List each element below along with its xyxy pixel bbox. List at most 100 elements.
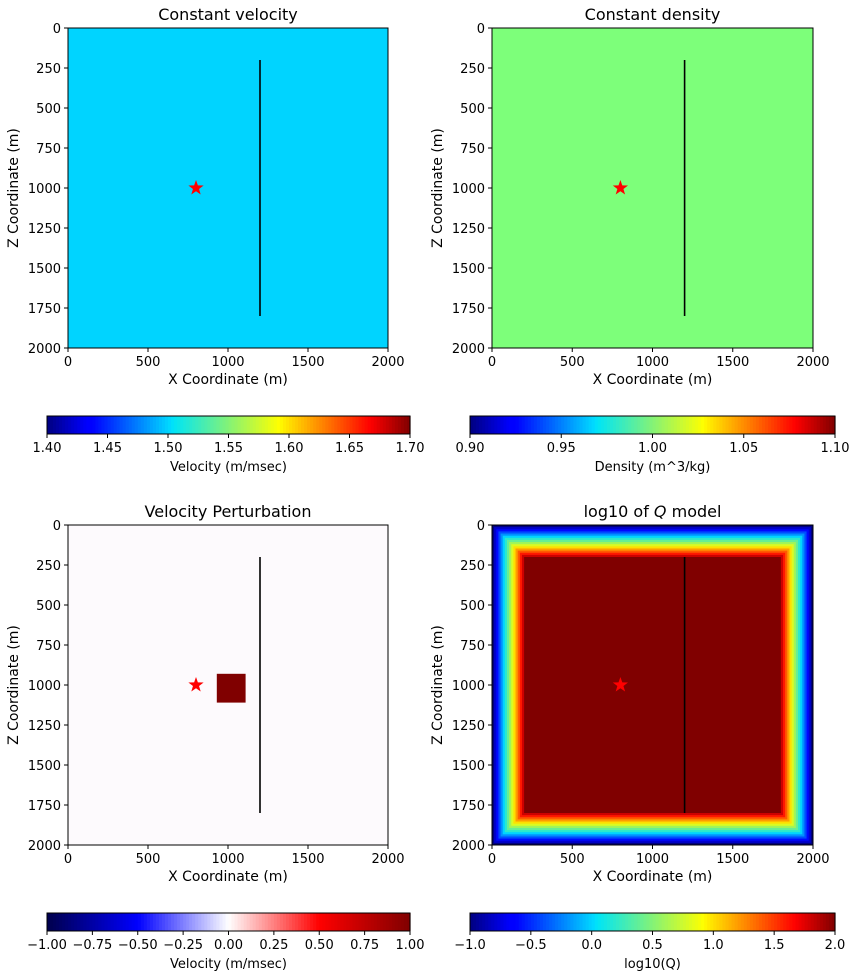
colorbar-swatch [558, 913, 562, 931]
colorbar-swatch [786, 416, 790, 434]
x-tick-label: 1500 [716, 852, 749, 867]
colorbar-swatch [322, 416, 326, 434]
colorbar-swatch [576, 913, 581, 931]
colorbar-swatch [301, 416, 305, 434]
colorbar-swatch [225, 416, 230, 434]
colorbar-swatch [107, 416, 112, 434]
colorbar-swatch [631, 416, 635, 434]
colorbar-swatch [716, 913, 721, 931]
colorbar-swatch [361, 913, 366, 931]
colorbar-swatch [104, 416, 109, 434]
colorbar-swatch [400, 913, 405, 931]
colorbar-swatch [276, 913, 281, 931]
source-star [188, 677, 204, 692]
colorbar-tick-label: 1.65 [335, 441, 364, 456]
colorbar-swatch [364, 416, 369, 434]
colorbar-swatch [625, 913, 629, 931]
colorbar-swatch [734, 416, 739, 434]
colorbar-swatch [213, 913, 217, 931]
colorbar-swatch [243, 913, 248, 931]
y-axis-label: Z Coordinate (m) [430, 625, 446, 745]
colorbar-swatch [685, 913, 690, 931]
colorbar-swatch [198, 416, 202, 434]
colorbar-tick-label: 1.00 [396, 938, 425, 953]
colorbar-swatch [255, 913, 260, 931]
x-tick-label: 1000 [636, 852, 669, 867]
colorbar-swatch [174, 416, 178, 434]
chart-title: Velocity Perturbation [145, 502, 312, 521]
colorbar-swatch [246, 913, 251, 931]
colorbar: −1.0 −0.5 0.0 0.5 1.0 1.5 2.0 log10(Q) [454, 912, 845, 972]
colorbar-swatch [231, 416, 236, 434]
colorbar-swatch [762, 416, 766, 434]
colorbar-swatch [403, 416, 408, 434]
colorbar-swatch [237, 913, 242, 931]
colorbar-swatch [555, 416, 559, 434]
colorbar-swatch [334, 416, 338, 434]
colorbar-swatch [382, 416, 387, 434]
colorbar-swatch [279, 913, 284, 931]
colorbar-swatch [74, 913, 78, 931]
colorbar-swatch [140, 416, 145, 434]
colorbar-swatch [237, 416, 242, 434]
colorbar-swatch [676, 416, 681, 434]
colorbar-swatch [71, 416, 75, 434]
colorbar-swatch [622, 416, 626, 434]
colorbar-swatch [86, 416, 90, 434]
colorbar-swatch [552, 416, 556, 434]
colorbar-swatch [180, 913, 184, 931]
colorbar-swatch [110, 913, 115, 931]
colorbar-swatch [198, 913, 202, 931]
colorbar-swatch [406, 416, 411, 434]
colorbar-swatch [828, 416, 833, 434]
panel-4: 0 500 1000 1500 2000025050075010001250150017… [430, 502, 845, 972]
q-model-field [492, 525, 813, 845]
colorbar-tick-label: 1.5 [764, 938, 785, 953]
colorbar-swatch [137, 416, 142, 434]
colorbar-swatch [679, 416, 684, 434]
colorbar-swatch [319, 913, 323, 931]
colorbar-swatch [722, 416, 727, 434]
colorbar-swatch [582, 913, 587, 931]
colorbar: 0.90 0.95 1.00 1.05 1.10 Density (m^3/kg) [456, 415, 849, 475]
colorbar-swatch [358, 913, 363, 931]
colorbar-swatch [676, 913, 681, 931]
velocity-anomaly [216, 673, 246, 703]
colorbar-swatch [400, 416, 405, 434]
y-tick-label: 500 [36, 599, 61, 614]
colorbar-swatch [746, 913, 751, 931]
y-tick-label: 500 [460, 599, 485, 614]
colorbar-swatch [509, 416, 514, 434]
colorbar-swatch [252, 416, 257, 434]
colorbar-tick-label: 1.60 [275, 441, 304, 456]
colorbar-swatch [56, 416, 60, 434]
colorbar-swatch [340, 913, 345, 931]
colorbar-swatch [619, 416, 623, 434]
colorbar-tick-label: −0.5 [515, 938, 547, 953]
colorbar-swatch [207, 913, 211, 931]
colorbar-swatch [131, 913, 136, 931]
colorbar-swatch [113, 416, 118, 434]
colorbar-swatch [328, 416, 332, 434]
y-tick-label: 1500 [28, 759, 61, 774]
colorbar-swatch [488, 913, 492, 931]
colorbar-swatch [816, 913, 821, 931]
colorbar-swatch [397, 416, 402, 434]
colorbar-swatch [267, 913, 272, 931]
colorbar-swatch [637, 416, 641, 434]
colorbar-swatch [104, 913, 109, 931]
colorbar-tick-label: −0.50 [118, 938, 158, 953]
colorbar-swatch [585, 416, 590, 434]
colorbar-swatch [658, 913, 663, 931]
model-field [68, 28, 388, 348]
colorbar-swatch [740, 913, 745, 931]
colorbar-swatch [579, 913, 584, 931]
colorbar-swatch [222, 416, 227, 434]
colorbar-swatch [168, 416, 172, 434]
colorbar-swatch [567, 913, 571, 931]
colorbar-swatch [195, 913, 199, 931]
colorbar-swatch [403, 913, 408, 931]
colorbar-swatch [603, 416, 608, 434]
interior-region [524, 557, 781, 813]
colorbar-swatch [295, 913, 299, 931]
